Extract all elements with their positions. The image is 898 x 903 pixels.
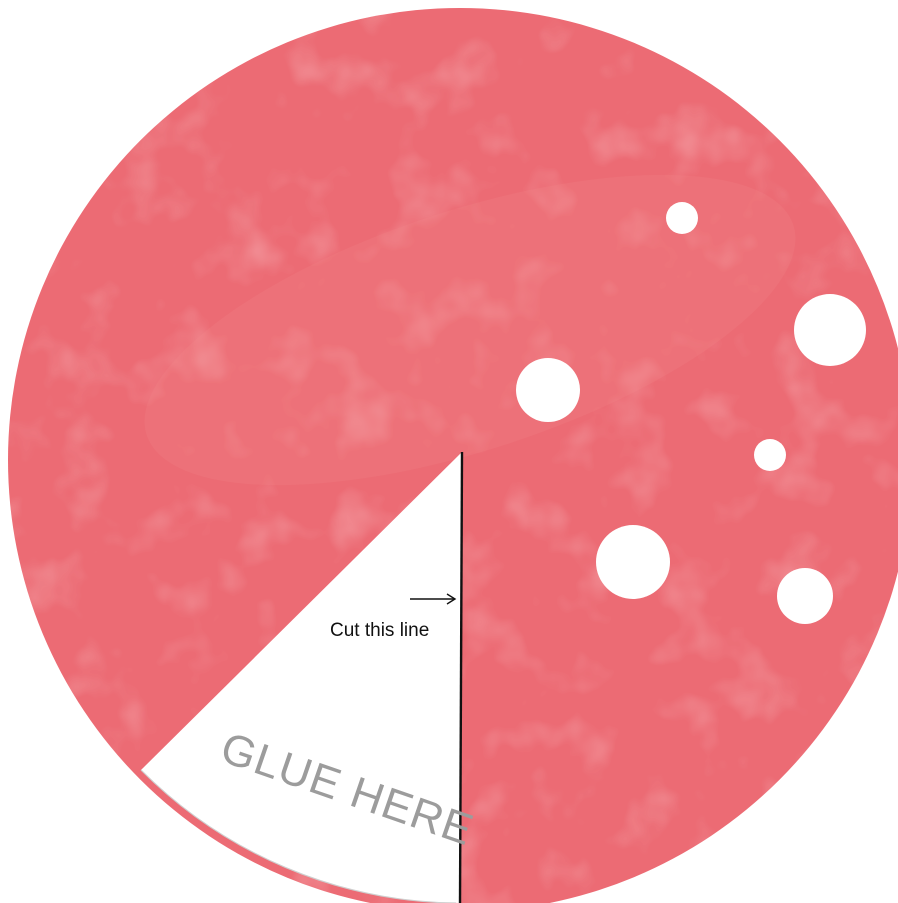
hole-dot — [516, 358, 580, 422]
hole-dot — [794, 294, 866, 366]
hole-dot — [666, 202, 698, 234]
hole-dot — [777, 568, 833, 624]
hole-dot — [754, 439, 786, 471]
cut-line-label: Cut this line — [330, 620, 429, 641]
hole-dot — [596, 525, 670, 599]
